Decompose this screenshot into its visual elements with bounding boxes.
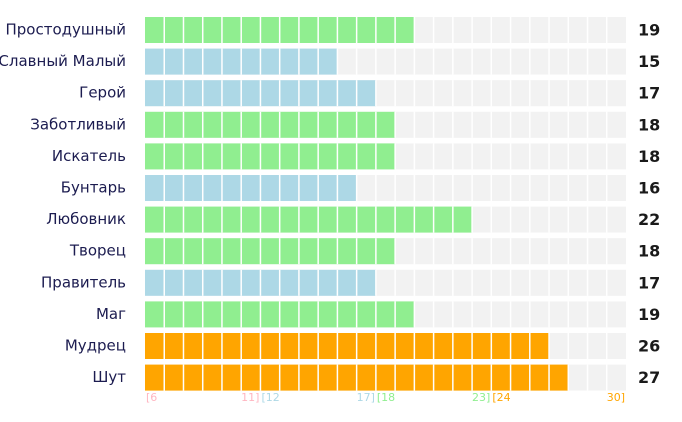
category-label: Мудрец xyxy=(65,337,126,355)
category-label: Правитель xyxy=(41,273,126,291)
zone-start-label: [12 xyxy=(261,391,279,404)
value-label: 27 xyxy=(638,368,660,387)
value-label: 26 xyxy=(638,337,660,356)
category-label: Творец xyxy=(69,242,126,260)
bar xyxy=(145,206,473,233)
value-label: 15 xyxy=(638,52,660,71)
value-label: 18 xyxy=(638,242,660,261)
category-label: Простодушный xyxy=(5,21,126,39)
zone-end-label: 11] xyxy=(241,391,259,404)
bar xyxy=(145,143,396,170)
value-label: 17 xyxy=(638,273,660,292)
value-label: 17 xyxy=(638,84,660,103)
category-label: Герой xyxy=(79,84,126,102)
zone-end-label: 23] xyxy=(472,391,490,404)
value-label: 16 xyxy=(638,179,660,198)
category-label: Искатель xyxy=(52,147,126,165)
zone-start-label: [18 xyxy=(377,391,395,404)
zone-start-label: [6 xyxy=(146,391,157,404)
bar xyxy=(145,333,550,359)
category-label: Любовник xyxy=(46,210,126,228)
value-label: 19 xyxy=(638,305,660,324)
category-label: Шут xyxy=(92,368,126,386)
value-label: 19 xyxy=(638,21,660,40)
category-label: Славный Малый xyxy=(0,52,126,70)
bar xyxy=(145,175,357,201)
zone-end-label: 17] xyxy=(357,391,375,404)
bar xyxy=(145,238,396,265)
value-label: 22 xyxy=(638,210,660,229)
category-label: Бунтарь xyxy=(61,179,126,197)
zone-start-label: [24 xyxy=(492,391,510,404)
value-label: 18 xyxy=(638,147,660,166)
category-label: Маг xyxy=(96,305,126,323)
value-label: 18 xyxy=(638,115,660,134)
zone-end-label: 30] xyxy=(607,391,625,404)
category-label: Заботливый xyxy=(30,115,126,133)
bar xyxy=(145,111,396,138)
